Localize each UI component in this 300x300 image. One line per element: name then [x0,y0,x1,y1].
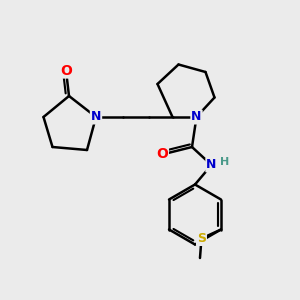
Text: N: N [206,158,217,172]
Text: H: H [220,157,229,167]
Text: N: N [91,110,101,124]
Text: N: N [191,110,202,124]
Text: S: S [197,232,206,245]
Text: O: O [156,148,168,161]
Text: O: O [60,64,72,77]
